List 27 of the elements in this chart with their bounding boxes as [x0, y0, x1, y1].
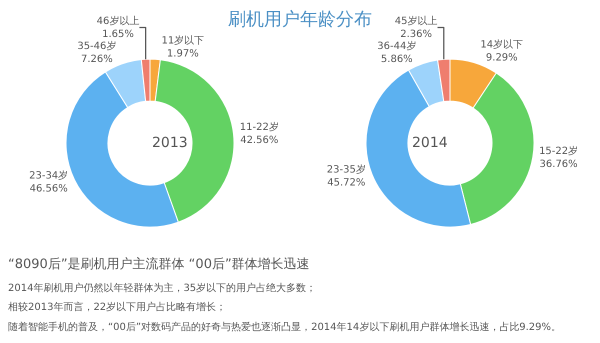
data-label: 7.26% — [80, 54, 113, 65]
data-label: 9.29% — [486, 52, 518, 64]
data-label: 42.56% — [240, 135, 278, 146]
text: “8090后”是刷机用户主流群体 “00后”群体增长迅速 — [8, 256, 310, 272]
slice-label: 35-46岁 — [77, 40, 116, 52]
slice-label: 36-44岁 — [377, 40, 416, 52]
slice-label: 11岁以下 — [161, 34, 204, 46]
slice-label: 23-35岁 — [326, 164, 366, 176]
data-label: 36.76% — [540, 158, 578, 170]
text: 2014 — [412, 135, 448, 151]
slice-label: 11-22岁 — [240, 121, 279, 134]
slice-label: 23-34岁 — [29, 170, 68, 182]
slice-label: 14岁以下 — [480, 38, 524, 51]
data-label: 5.86% — [380, 54, 413, 66]
data-label: 2.36% — [400, 29, 432, 40]
data-label: 45.72% — [327, 178, 366, 189]
text: 2013 — [152, 135, 188, 151]
data-label: 1.97% — [166, 48, 199, 60]
slice-label: 45岁以上 — [394, 15, 438, 28]
text: 相较2013年而言，22岁以下用户占比略有增长； — [8, 301, 226, 313]
chart-title: 刷机用户年龄分布 — [228, 9, 372, 30]
text: 2014年刷机用户仍然以年轻群体为主，35岁以下的用户占绝大多数； — [8, 282, 316, 294]
slice-label: 15-22岁 — [539, 144, 578, 157]
data-label: 1.65% — [102, 28, 134, 40]
data-label: 46.56% — [30, 184, 68, 195]
slice-label: 46岁以上 — [96, 14, 140, 27]
text: 随着智能手机的普及，“00后”对数码产品的好奇与热爱也逐渐凸显，2014年14岁以下刷机用户群体增长迅速，占比9.29%。 — [8, 321, 562, 333]
